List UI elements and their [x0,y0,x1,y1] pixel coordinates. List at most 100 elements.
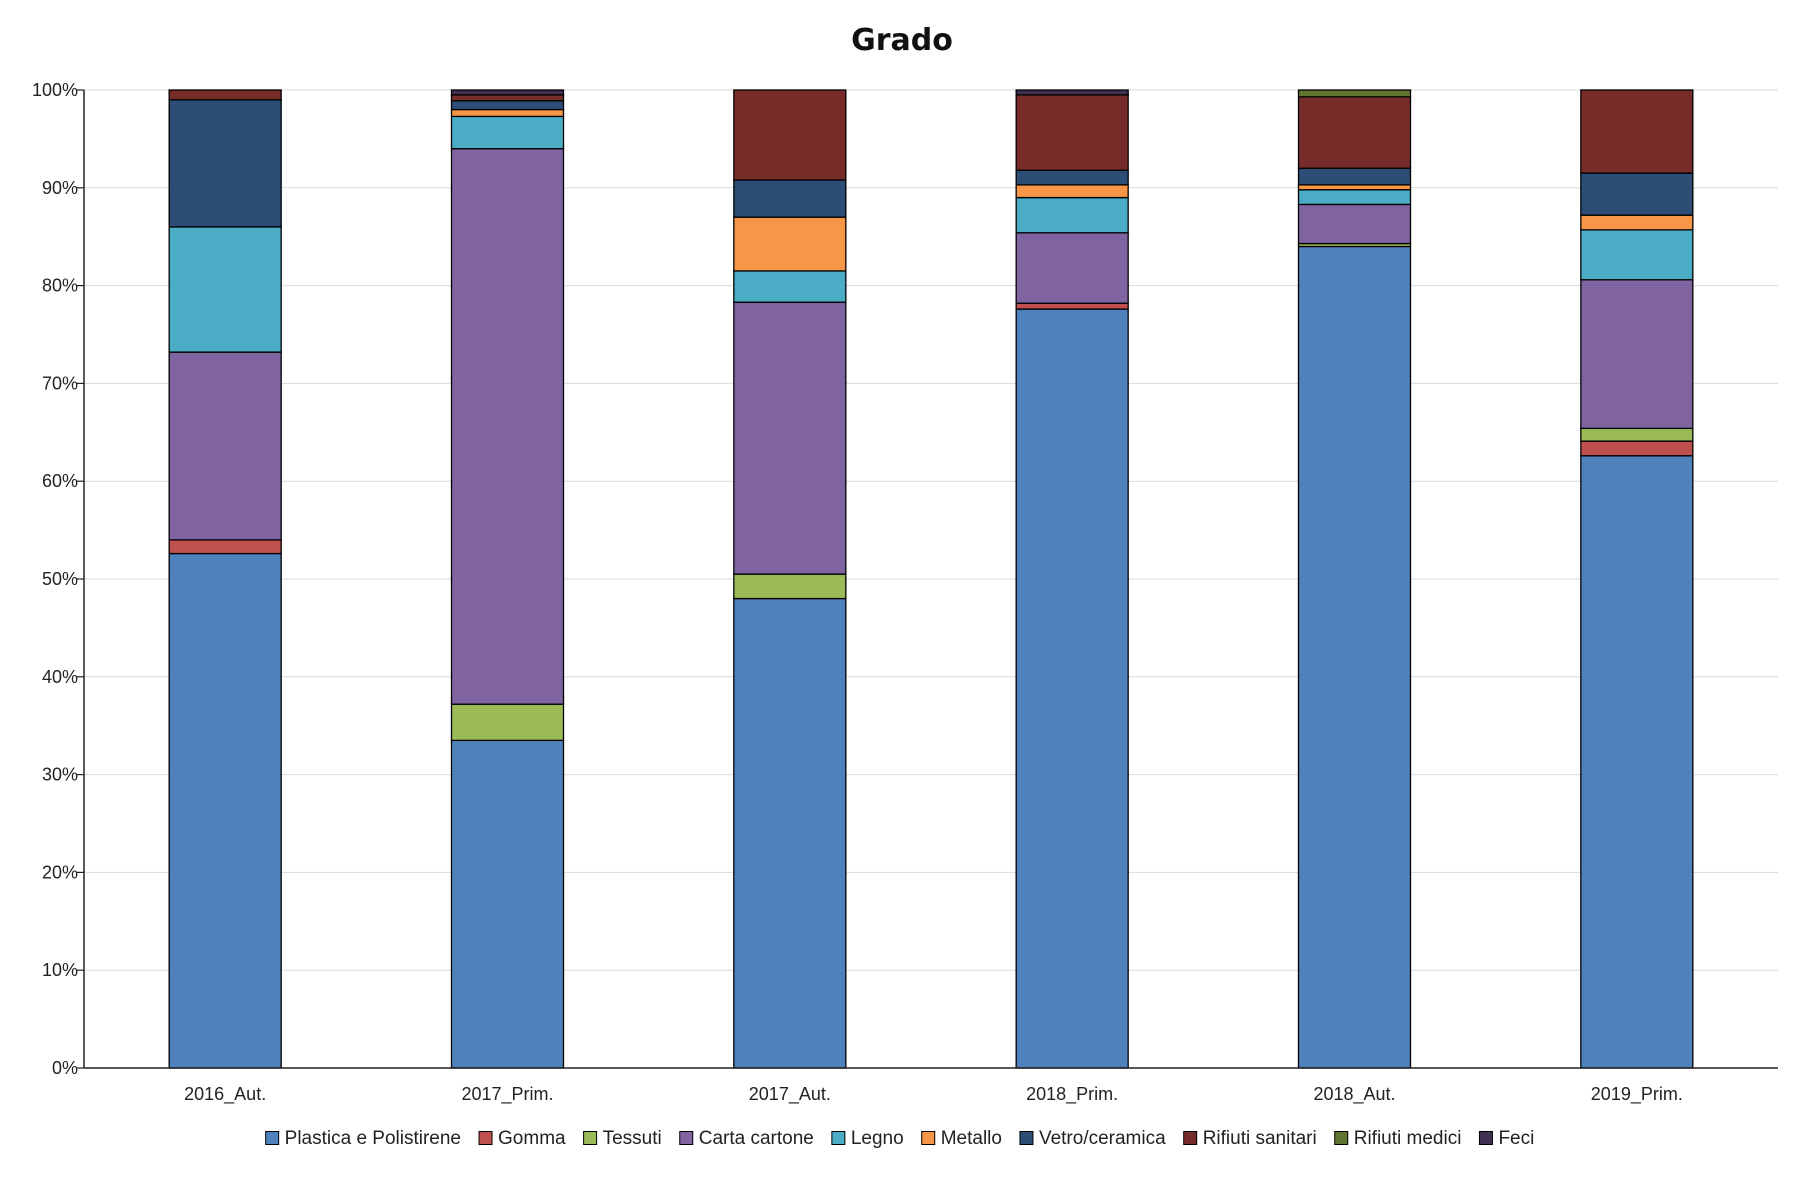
bar-segment [1580,214,1694,231]
y-tick-label: 30% [42,765,78,785]
legend-item[interactable]: Rifiuti sanitari [1183,1128,1317,1149]
bar-stack [450,89,565,1069]
bar-segment [168,552,282,1069]
bar-stack [1297,89,1412,1069]
bar-segment [450,94,565,102]
legend-item[interactable]: Legno [831,1128,904,1149]
x-tick-label: 2018_Prim. [1026,1084,1118,1105]
bar-segment [1580,440,1694,457]
bar-segment [450,89,565,96]
legend-swatch [265,1131,280,1145]
y-tick-label: 10% [42,960,78,980]
y-tick-label: 60% [42,471,78,491]
legend-item[interactable]: Plastica e Polistirene [265,1128,461,1149]
legend-item[interactable]: Feci [1478,1128,1534,1149]
x-tick-label: 2017_Prim. [461,1084,553,1105]
bar-segment [1297,203,1412,245]
y-tick-label: 20% [42,862,78,882]
y-tick-label: 80% [42,276,78,296]
bar-segment [733,216,847,272]
legend-label: Metallo [941,1128,1002,1149]
chart-title: Grado [851,23,953,58]
bar-segment [450,115,565,150]
legend-label: Vetro/ceramica [1039,1128,1166,1149]
bar-segment [168,226,282,353]
bar-segment [733,301,847,575]
bar-segment [1015,94,1129,171]
legend-swatch [1183,1131,1198,1145]
bars [168,89,1694,1069]
legend-swatch [1334,1131,1349,1145]
bar-segment [1580,427,1694,442]
y-axis-ticks: 0% 10% 20% 30% 40% 50% 60% 70% 80% 90% 100% [32,80,84,1078]
x-axis-ticks: 2016_Aut. 2017_Prim. 2017_Aut. 2018_Prim. 20… [184,1084,1683,1105]
legend-label: Carta cartone [699,1128,814,1149]
y-tick-label: 50% [42,569,78,589]
legend-swatch [583,1131,598,1145]
legend-item[interactable]: Gomma [478,1128,566,1149]
bar-segment [1297,245,1412,1069]
y-tick-label: 40% [42,667,78,687]
legend[interactable]: Plastica e Polistirene Gomma Tessuti Carta … [265,1128,1535,1149]
bar-segment [1015,196,1129,234]
legend-label: Rifiuti medici [1354,1128,1462,1149]
bar-segment [1015,184,1129,199]
legend-swatch [1019,1131,1034,1145]
y-tick-label: 70% [42,373,78,393]
legend-item[interactable]: Carta cartone [679,1128,814,1149]
legend-item[interactable]: Tessuti [583,1128,662,1149]
bar-segment [733,597,847,1069]
gridlines [84,89,1778,971]
legend-label: Tessuti [603,1128,662,1149]
legend-item[interactable]: Vetro/ceramica [1019,1128,1166,1149]
bar-segment [450,100,565,111]
axes [83,90,1778,1069]
bar-segment [733,270,847,303]
bar-segment [1297,189,1412,206]
bar-segment [733,89,847,181]
legend-swatch [679,1131,694,1145]
bar-segment [1580,279,1694,430]
legend-label: Rifiuti sanitari [1203,1128,1317,1149]
y-tick-label: 90% [42,178,78,198]
bar-stack [1015,89,1129,1069]
bar-segment [733,179,847,218]
legend-swatch [921,1131,936,1145]
bar-segment [450,703,565,742]
y-tick-label: 100% [32,80,78,100]
bar-segment [1297,96,1412,169]
bar-segment [168,89,282,101]
bar-segment [168,539,282,555]
bar-segment [1580,172,1694,216]
x-tick-label: 2017_Aut. [749,1084,831,1105]
x-tick-label: 2019_Prim. [1591,1084,1683,1105]
legend-item[interactable]: Rifiuti medici [1334,1128,1462,1149]
bar-segment [168,351,282,541]
bar-segment [1580,455,1694,1069]
bar-segment [450,148,565,705]
legend-label: Plastica e Polistirene [285,1128,461,1149]
legend-swatch [831,1131,846,1145]
legend-swatch [478,1131,493,1145]
legend-label: Legno [851,1128,904,1149]
bar-segment [1015,169,1129,186]
bar-segment [1015,89,1129,96]
legend-label: Feci [1498,1128,1534,1149]
bar-segment [450,739,565,1069]
legend-item[interactable]: Metallo [921,1128,1002,1149]
bar-segment [450,108,565,118]
bar-segment [1297,184,1412,191]
x-tick-label: 2016_Aut. [184,1084,266,1105]
bar-segment [1580,229,1694,281]
bar-stack [733,89,847,1069]
bar-segment [1297,89,1412,98]
bar-segment [1015,308,1129,1069]
y-tick-label: 0% [52,1058,78,1078]
legend-swatch [1478,1131,1493,1145]
bar-segment [1015,302,1129,310]
bar-segment [1580,89,1694,174]
bar-stack [1580,89,1694,1069]
bar-segment [733,573,847,600]
